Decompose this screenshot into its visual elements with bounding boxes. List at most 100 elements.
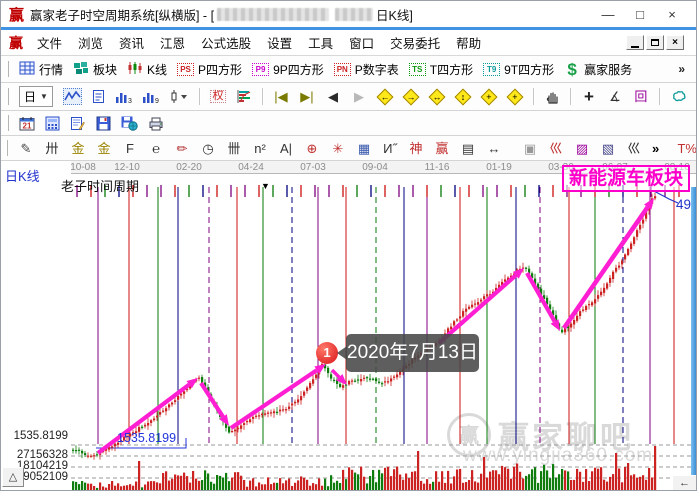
overflow-chevron-icon[interactable]: »: [678, 62, 685, 76]
save-icon[interactable]: [96, 116, 111, 131]
toolbar-button-9p-square[interactable]: P9 9P四方形: [252, 61, 324, 78]
menu-item-window-menu[interactable]: 窗口: [349, 37, 375, 51]
vertical-line-text-icon[interactable]: A|: [279, 140, 293, 156]
menu-item-settings[interactable]: 设置: [267, 37, 293, 51]
span-measure-icon[interactable]: ↔: [487, 140, 501, 156]
menu-item-tools[interactable]: 工具: [308, 37, 334, 51]
shift-left-icon[interactable]: ←: [376, 88, 394, 105]
fibo-f-icon[interactable]: F: [126, 140, 134, 156]
i-marks-icon[interactable]: И˝: [383, 140, 397, 156]
trend-percent-icon[interactable]: T%: [677, 140, 697, 156]
bars9-icon[interactable]: 9: [142, 89, 159, 104]
price-histogram-icon[interactable]: [236, 89, 252, 104]
maximize-button[interactable]: □: [636, 6, 644, 22]
fan-rays-icon[interactable]: 巛: [627, 140, 641, 156]
zoom-h-icon[interactable]: ↔: [428, 88, 446, 105]
9t-square-icon: T9: [483, 62, 501, 76]
print-icon[interactable]: [148, 116, 164, 131]
toolbar-button-p-number-table[interactable]: PN P数字表: [333, 61, 399, 78]
cycle-marker-badge[interactable]: 1: [316, 342, 338, 364]
thought-net-icon[interactable]: [670, 89, 688, 104]
compressed-kline-icon[interactable]: [62, 88, 82, 105]
fan-box-purple-icon[interactable]: ▨: [575, 140, 589, 156]
toolbar-button-quotes[interactable]: 行情: [19, 61, 63, 78]
box-frame-icon[interactable]: ▣: [523, 140, 537, 156]
zoom-in-icon[interactable]: +: [480, 88, 498, 105]
mdi-restore-button[interactable]: [646, 35, 664, 50]
red-pencil-icon[interactable]: ✏: [176, 140, 188, 156]
toolbar-button-sectors[interactable]: 板块: [73, 61, 117, 78]
angle-measure-icon[interactable]: ∡: [609, 89, 621, 104]
scroll-left-button[interactable]: ←: [672, 475, 696, 490]
next-page-icon[interactable]: ▶: [353, 89, 364, 104]
p-number-table-icon: PN: [333, 62, 351, 76]
minimize-button[interactable]: —: [601, 6, 615, 22]
circle-cross-icon[interactable]: ⊕: [306, 140, 318, 156]
toolbar-button-winner-service[interactable]: $ 赢家服务: [564, 61, 632, 78]
bars3-icon[interactable]: 3: [115, 89, 132, 104]
menu-item-news[interactable]: 资讯: [119, 37, 145, 51]
kline-plot[interactable]: [1, 161, 696, 491]
overflow-chevron-icon[interactable]: »: [652, 140, 660, 156]
toolbar-button-p-square[interactable]: PS P四方形: [177, 61, 242, 78]
accent-strip: [1, 27, 696, 30]
grid-rays-icon[interactable]: ▦: [357, 140, 371, 156]
menu-item-trade-entrust[interactable]: 交易委托: [390, 37, 441, 51]
calendar-icon[interactable]: 21: [19, 116, 35, 131]
period-select[interactable]: 日 ▼: [19, 86, 53, 107]
goto-last-icon[interactable]: ▶|: [300, 89, 314, 104]
shen-tool-icon[interactable]: 神: [409, 140, 423, 156]
chart-area[interactable]: 赢 赢家聊吧 www.yingjia360.com 10-08 12-10 02-2…: [1, 161, 696, 491]
menu-bar: 赢 文件 浏览 资讯 江恩 公式选股 设置 工具 窗口 交易委托 帮助 ×: [1, 30, 696, 56]
notepad-icon[interactable]: [70, 116, 86, 131]
toolbar-button-t-square[interactable]: TS T四方形: [408, 61, 473, 78]
menu-item-help[interactable]: 帮助: [456, 37, 482, 51]
shift-right-icon[interactable]: →: [402, 88, 420, 105]
info-doc-icon[interactable]: [92, 89, 105, 104]
mdi-minimize-button[interactable]: [626, 35, 644, 50]
n-square-icon[interactable]: n²: [254, 140, 266, 156]
ying-tool-icon[interactable]: 赢: [435, 140, 449, 156]
crosshair-icon[interactable]: +: [583, 87, 594, 106]
menu-item-formula-picker[interactable]: 公式选股: [201, 37, 252, 51]
gold-ratio-icon[interactable]: 金: [71, 140, 85, 156]
toolbar-button-9t-square[interactable]: T9 9T四方形: [483, 61, 554, 78]
ruler-123-icon[interactable]: ▤: [461, 140, 475, 156]
toolbar-separator: [569, 87, 571, 106]
time-grid-icon[interactable]: 卅: [45, 140, 59, 156]
right-scrollbar[interactable]: [691, 187, 696, 490]
fan-box-dark-icon[interactable]: ▧: [601, 140, 615, 156]
expand-pane-button[interactable]: △: [2, 467, 24, 487]
window-title-prefix: 赢家老子时空周期系统[纵横版] - [: [30, 8, 215, 23]
volume-bars: [72, 446, 657, 490]
menu-item-browse[interactable]: 浏览: [78, 37, 104, 51]
close-button[interactable]: ×: [668, 6, 676, 22]
star-rays-icon[interactable]: ✳: [332, 140, 344, 156]
zoom-v-icon[interactable]: ↕: [454, 88, 472, 105]
cycle-clock-icon[interactable]: ◷: [202, 140, 214, 156]
hand-pan-icon[interactable]: [544, 89, 560, 105]
volume-axis-label: 9052109: [23, 471, 68, 483]
toolbar-button-kline[interactable]: K线: [127, 61, 167, 78]
draw-pencil-icon[interactable]: ✎: [20, 140, 32, 156]
spiral-icon[interactable]: ℮: [152, 140, 160, 156]
price-grid-icon[interactable]: 卌: [227, 140, 241, 156]
menu-item-file[interactable]: 文件: [37, 37, 63, 51]
app-logo-icon: 赢: [9, 6, 25, 24]
sector-label-box[interactable]: 新能源车板块: [562, 165, 690, 192]
goto-first-icon[interactable]: |◀: [274, 89, 288, 104]
candle-style-icon[interactable]: [169, 89, 189, 104]
menu-item-gann[interactable]: 江恩: [160, 37, 186, 51]
zoom-all-icon[interactable]: +: [506, 88, 524, 105]
save-web-icon[interactable]: [121, 116, 138, 131]
redacted-stock-code: [335, 7, 374, 21]
calculator-icon[interactable]: [45, 116, 60, 131]
exrights-icon[interactable]: 权: [209, 90, 226, 103]
gold-section-icon[interactable]: 金: [97, 140, 111, 156]
prev-page-icon[interactable]: ◀: [327, 89, 338, 104]
fan-lines-red-icon[interactable]: 巛: [549, 140, 563, 156]
toolbar-separator: [261, 87, 263, 106]
mdi-close-button[interactable]: ×: [666, 35, 684, 50]
gann-box-icon[interactable]: 回: [634, 89, 648, 104]
